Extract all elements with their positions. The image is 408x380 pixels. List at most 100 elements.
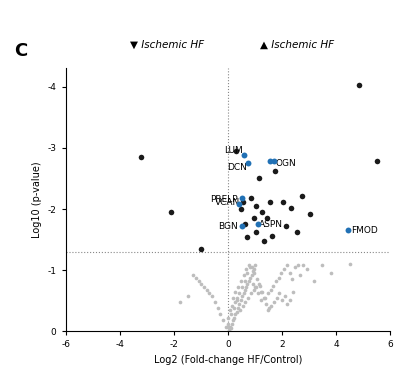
Point [239, 223, 245, 229]
Point [310, 278, 317, 284]
Point [252, 284, 259, 290]
Point [356, 82, 362, 89]
Point [299, 193, 306, 199]
Text: DCN: DCN [227, 163, 247, 172]
Point [283, 223, 289, 229]
Point [286, 270, 293, 276]
Point [246, 278, 252, 284]
Point [251, 266, 257, 272]
Point [227, 323, 233, 329]
Point [282, 293, 288, 299]
Point [201, 284, 207, 290]
Point [236, 201, 242, 207]
Point [284, 301, 290, 307]
Point [225, 323, 232, 329]
Point [240, 290, 247, 296]
Point [281, 266, 287, 272]
Point [228, 303, 235, 309]
Point [253, 284, 259, 290]
Point [240, 272, 247, 278]
Text: ▲ Ischemic HF: ▲ Ischemic HF [260, 40, 335, 50]
Point [233, 296, 240, 302]
Point [273, 278, 279, 284]
Point [231, 305, 237, 311]
Point [231, 315, 237, 321]
Point [227, 307, 233, 313]
Point [243, 284, 250, 290]
Point [261, 238, 268, 244]
Point [214, 305, 221, 311]
Point [242, 287, 248, 293]
Point [256, 176, 262, 182]
Point [268, 303, 275, 309]
Point [287, 296, 293, 302]
Point [275, 274, 282, 280]
Text: ▼ Ischemic HF: ▼ Ischemic HF [131, 40, 205, 50]
Text: VCAN: VCAN [215, 198, 241, 207]
Point [272, 168, 278, 174]
Point [319, 262, 325, 268]
Point [276, 290, 282, 296]
Point [265, 290, 271, 296]
Point [345, 227, 351, 233]
Point [262, 295, 268, 301]
Point [245, 160, 251, 166]
Point [297, 272, 304, 278]
X-axis label: Log2 (Fold-change HF/Control): Log2 (Fold-change HF/Control) [154, 355, 302, 365]
Point [243, 266, 250, 272]
Point [250, 287, 257, 293]
Point [263, 301, 270, 307]
Point [250, 215, 257, 221]
Point [225, 315, 232, 321]
Point [168, 209, 174, 215]
Text: PRELP: PRELP [210, 195, 238, 204]
Point [327, 270, 334, 276]
Point [248, 195, 254, 201]
Text: FMOD: FMOD [351, 226, 378, 235]
Text: OGN: OGN [275, 158, 296, 168]
Point [184, 293, 191, 299]
Point [266, 305, 272, 311]
Point [233, 148, 239, 154]
Point [264, 215, 271, 221]
Point [195, 278, 202, 284]
Point [233, 309, 240, 315]
Point [246, 262, 252, 268]
Point [225, 321, 232, 327]
Point [217, 311, 224, 317]
Point [271, 158, 277, 164]
Point [198, 281, 205, 287]
Y-axis label: Log10 (p-value): Log10 (p-value) [32, 162, 42, 238]
Point [249, 268, 256, 274]
Point [256, 281, 262, 287]
Point [269, 233, 276, 239]
Point [232, 288, 239, 294]
Point [242, 299, 249, 305]
Point [241, 152, 247, 158]
Point [267, 287, 274, 293]
Point [251, 270, 257, 276]
Point [204, 287, 210, 293]
Point [294, 229, 300, 235]
Point [346, 261, 353, 267]
Point [176, 299, 183, 305]
Point [239, 195, 245, 201]
Point [237, 278, 244, 284]
Point [197, 246, 204, 252]
Point [248, 272, 255, 278]
Point [237, 296, 244, 302]
Point [247, 274, 253, 280]
Point [231, 299, 238, 305]
Point [278, 270, 285, 276]
Point [294, 262, 301, 268]
Point [236, 301, 242, 307]
Point [235, 305, 242, 311]
Point [206, 290, 213, 296]
Point [247, 264, 253, 270]
Point [290, 288, 296, 294]
Point [292, 264, 298, 270]
Point [229, 295, 236, 301]
Point [248, 290, 254, 296]
Point [245, 295, 251, 301]
Point [244, 234, 250, 240]
